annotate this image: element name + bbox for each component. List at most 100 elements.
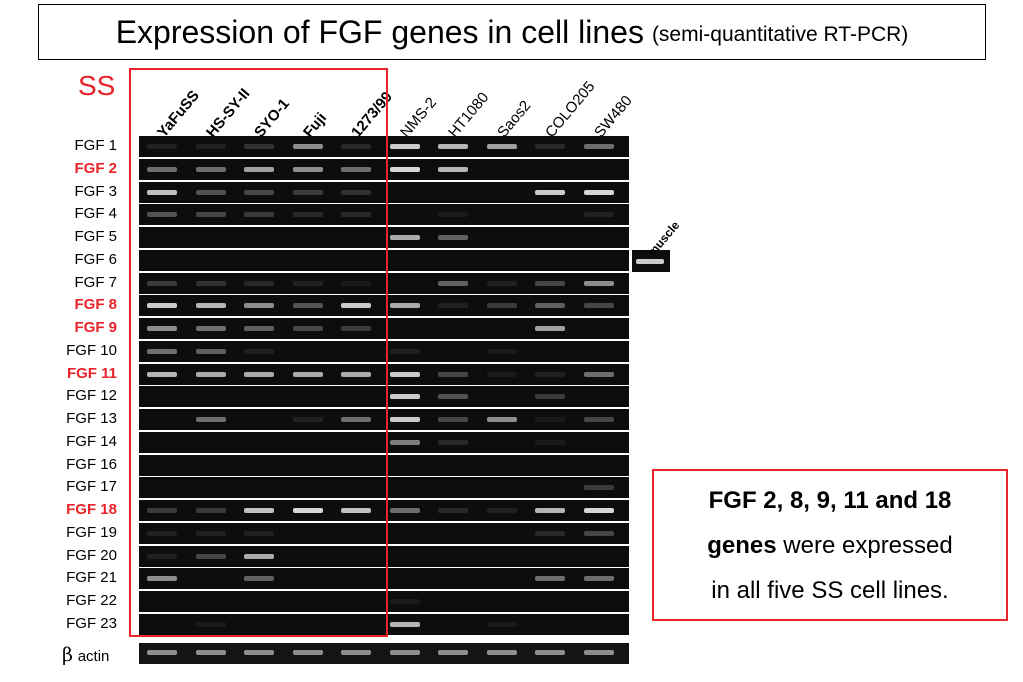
gel-band <box>583 417 614 422</box>
lane-label: Saos2 <box>493 97 534 141</box>
gel-band <box>486 371 517 377</box>
gel-band <box>292 303 323 309</box>
gel-band <box>244 303 274 309</box>
gel-band <box>147 530 177 536</box>
gel-band <box>583 212 614 218</box>
gene-label: FGF 20 <box>66 546 117 564</box>
gel-row <box>139 227 629 248</box>
gel-band <box>195 530 226 536</box>
gel-band <box>583 485 614 491</box>
gel-row <box>139 204 629 226</box>
lane-label: SW480 <box>590 92 636 141</box>
gel-band <box>438 650 468 655</box>
gel-band <box>341 650 371 655</box>
gel-band <box>486 144 517 149</box>
gel-band <box>147 303 177 309</box>
gene-label: FGF 4 <box>74 205 117 223</box>
gene-label: FGF 11 <box>66 364 117 382</box>
gel-band <box>535 371 565 377</box>
gel-band <box>147 371 177 377</box>
gel-band <box>583 576 614 582</box>
gel-band <box>244 553 274 559</box>
gel-band <box>195 280 226 286</box>
gel-band <box>535 439 565 445</box>
gel-band <box>438 166 468 172</box>
gel-band <box>195 303 226 309</box>
gel-band <box>244 144 274 149</box>
gel-band <box>147 348 177 354</box>
gel-band <box>486 303 517 309</box>
gel-band <box>389 439 420 445</box>
gel-band <box>389 650 420 655</box>
gel-band <box>244 212 274 218</box>
gel-band <box>195 371 226 377</box>
gel-band <box>341 326 371 331</box>
gene-label: FGF 18 <box>66 501 117 518</box>
gel-band <box>389 394 420 400</box>
gene-label: FGF 6 <box>74 250 117 268</box>
gel-band <box>438 417 468 422</box>
title-box: Expression of FGF genes in cell lines (s… <box>38 4 986 60</box>
gene-label: FGF 16 <box>66 455 117 473</box>
gel-band <box>438 212 468 218</box>
gene-label: FGF 10 <box>66 341 117 359</box>
gel-row <box>139 500 629 521</box>
gel-band <box>292 417 323 422</box>
gel-band <box>341 508 371 513</box>
gel-band <box>244 650 274 655</box>
gel-band <box>147 212 177 218</box>
gel-band <box>244 576 274 582</box>
gel-band <box>535 280 565 286</box>
gel-row <box>139 318 629 339</box>
gel-band <box>438 144 468 149</box>
gel-band <box>583 280 614 286</box>
gel-band <box>147 576 177 582</box>
beta-symbol: β <box>62 644 73 666</box>
gel-band <box>438 439 468 445</box>
title-main: Expression of FGF genes in cell lines <box>115 13 644 50</box>
actin-text: actin <box>77 648 110 665</box>
gel-band <box>244 530 274 536</box>
gel-band <box>486 417 517 422</box>
gel-band <box>244 326 274 331</box>
gene-label: FGF 8 <box>74 296 117 314</box>
gel-band <box>147 280 177 286</box>
gel-row <box>139 409 629 430</box>
gel-band <box>535 189 565 195</box>
gel-band <box>292 280 323 286</box>
gel-band <box>292 508 323 513</box>
gene-label: FGF 23 <box>66 614 117 632</box>
gel-band <box>341 417 371 422</box>
gel-band <box>244 371 274 377</box>
gel-band <box>341 303 371 309</box>
gel-band <box>583 371 614 377</box>
gel-band <box>389 508 420 513</box>
lane-label: SYO-1 <box>251 95 293 141</box>
gel-band <box>583 303 614 309</box>
gel-band <box>244 348 274 354</box>
muscle-band <box>636 259 664 264</box>
gel-band <box>195 508 226 513</box>
gel-band <box>195 650 226 655</box>
gel-band <box>292 189 323 195</box>
gel-band <box>195 144 226 149</box>
gel-band <box>147 189 177 195</box>
gel-band <box>292 166 323 172</box>
gel-band <box>438 303 468 309</box>
gel-band <box>341 144 371 149</box>
gel-band <box>195 166 226 172</box>
gel-band <box>195 621 226 627</box>
lane-label: COLO205 <box>542 78 599 141</box>
gel-band <box>535 508 565 513</box>
gel-row <box>139 272 629 294</box>
gel-row <box>139 158 629 180</box>
gel-band <box>535 650 565 655</box>
gel-band <box>438 280 468 286</box>
gel-row <box>139 545 629 567</box>
ss-group-label: SS <box>78 70 116 101</box>
gel-band <box>341 212 371 218</box>
conclusion-line-2: were expressed <box>776 531 953 559</box>
conclusion-box: FGF 2, 8, 9, 11 and 18 genes were expres… <box>652 469 1008 621</box>
gel-row <box>139 363 629 385</box>
gel-band <box>389 166 420 172</box>
